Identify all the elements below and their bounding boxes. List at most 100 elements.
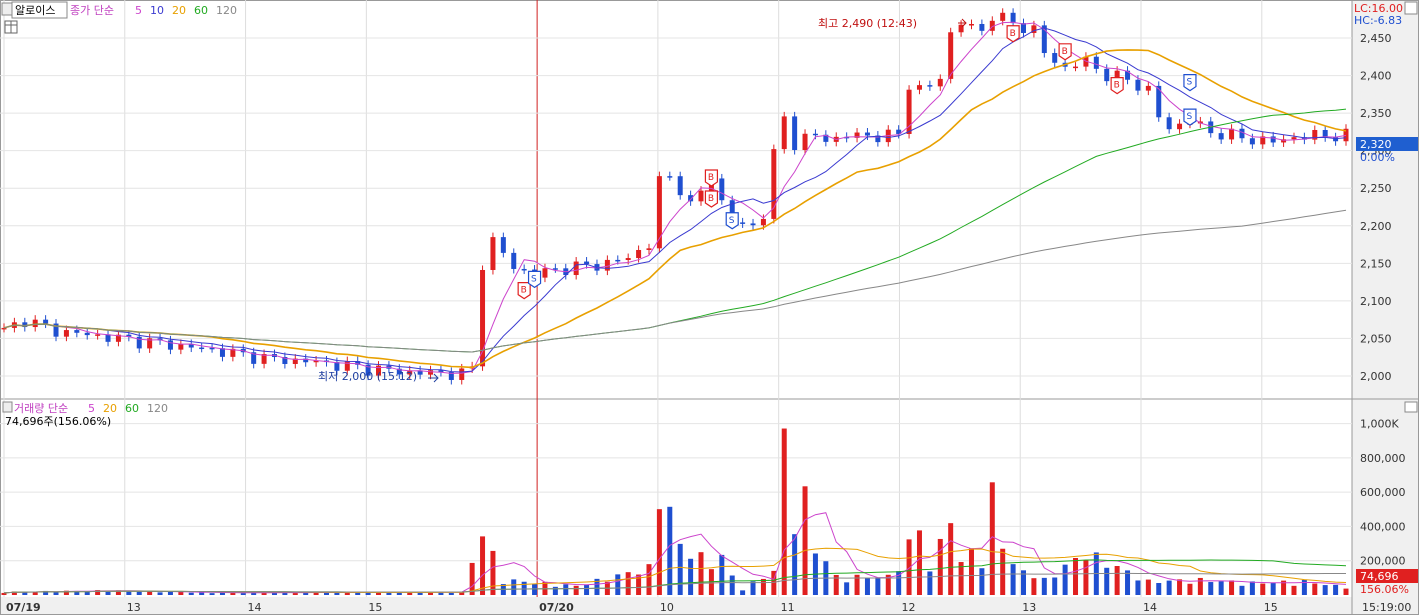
marker-label: B: [708, 194, 714, 204]
volume-bar: [948, 523, 954, 595]
candle-body: [1281, 139, 1287, 143]
volume-bar: [396, 592, 402, 595]
candle-body: [199, 347, 205, 350]
price-legend-ma-5: 5: [135, 4, 142, 17]
volume-legend-prefix: 거래량 단순: [14, 402, 68, 415]
volume-bar: [937, 538, 943, 595]
volume-bar: [428, 592, 434, 595]
volume-legend-ma-20: 20: [103, 402, 117, 415]
candle-body: [417, 370, 423, 375]
candle-body: [1260, 136, 1266, 145]
volume-bar: [875, 577, 881, 595]
candle-body: [1229, 128, 1235, 140]
candle-body: [63, 330, 69, 337]
volume-bar: [1021, 570, 1027, 595]
stock-name-box[interactable]: [11, 1, 68, 19]
volume-bar: [1177, 579, 1183, 595]
candle-body: [303, 358, 309, 363]
volume-bar: [271, 592, 277, 595]
price-legend-ma-60: 60: [194, 4, 208, 17]
price-legend-prefix: 종가 단순: [70, 4, 114, 17]
candle-body: [552, 268, 558, 270]
marker-label: B: [708, 173, 714, 183]
volume-bar: [334, 592, 340, 595]
volume-bar: [147, 590, 153, 595]
candle-body: [968, 23, 974, 26]
candle-body: [1177, 123, 1183, 130]
stock-name: 알로이스: [15, 3, 55, 17]
volume-bar: [864, 577, 870, 595]
x-tick-label: 07/20: [539, 601, 574, 614]
volume-bar: [563, 584, 569, 595]
price-tick-label: 2,050: [1360, 332, 1392, 345]
volume-bar: [1145, 579, 1151, 595]
volume-bar: [979, 568, 985, 595]
volume-bar: [95, 590, 101, 595]
volume-tick-label: 600,000: [1360, 486, 1406, 499]
volume-bar: [802, 486, 808, 595]
volume-bar: [74, 590, 80, 595]
volume-bar: [178, 591, 184, 595]
candle-body: [1104, 68, 1110, 82]
candle-body: [688, 195, 694, 202]
volume-bar: [448, 592, 454, 595]
volume-bar: [844, 582, 850, 595]
marker-label: S: [1186, 78, 1192, 88]
candle-body: [188, 343, 194, 348]
candle-body: [875, 135, 881, 143]
volume-bar: [1239, 585, 1245, 595]
volume-bar: [1187, 583, 1193, 595]
lc-label: LC:16.00: [1354, 2, 1403, 15]
x-tick-label: 07/19: [6, 601, 41, 614]
x-tick-label: 14: [248, 601, 262, 614]
volume-bar: [781, 428, 787, 595]
volume-panel-close-icon[interactable]: [1404, 401, 1418, 413]
candle-body: [480, 269, 486, 367]
volume-bar: [1166, 580, 1172, 595]
candle-body: [490, 237, 496, 270]
candle-body: [1, 327, 7, 330]
marker-buy: [704, 169, 719, 187]
marker-sell: [725, 212, 739, 230]
candle-body: [1270, 136, 1276, 143]
panel-close-icon[interactable]: [1404, 1, 1418, 15]
time-label: 15:19:00: [1362, 601, 1411, 614]
volume-bar: [365, 592, 371, 595]
high-arrow-icon: [958, 18, 967, 28]
candle-body: [126, 334, 132, 337]
candle-body: [667, 176, 673, 178]
marker-sell: [1183, 73, 1197, 92]
current-price: 2,320: [1360, 138, 1392, 151]
volume-bar: [750, 581, 756, 595]
candle-body: [1343, 128, 1349, 142]
candle-body: [636, 249, 642, 259]
volume-bar: [469, 562, 475, 595]
candle-body: [251, 352, 257, 364]
candle-body: [625, 258, 631, 260]
candle-body: [1114, 70, 1120, 82]
volume-bar: [1, 592, 7, 595]
volume-bar: [43, 590, 49, 595]
candle-body: [802, 133, 808, 151]
marker-label: S: [531, 274, 537, 284]
collapse-toggle-icon[interactable]: [1, 2, 13, 16]
current-volume-box: [1356, 569, 1418, 583]
candle-body: [958, 24, 964, 33]
x-tick-label: 10: [660, 601, 674, 614]
volume-bar: [1125, 570, 1131, 595]
volume-bar: [355, 591, 361, 595]
candle-body: [740, 222, 746, 224]
volume-bar: [480, 536, 486, 595]
volume-bar: [105, 591, 111, 595]
vol-ma120-line: [3, 572, 1346, 594]
ma5-line: [3, 21, 1347, 374]
candle-body: [1093, 56, 1099, 69]
candle-body: [428, 370, 434, 375]
volume-bar: [1156, 583, 1162, 595]
price-tick-label: 2,150: [1360, 257, 1392, 270]
volume-collapse-icon[interactable]: [2, 401, 13, 413]
marker-buy: [1006, 25, 1020, 43]
volume-bar: [22, 591, 28, 595]
candle-body: [823, 134, 829, 142]
